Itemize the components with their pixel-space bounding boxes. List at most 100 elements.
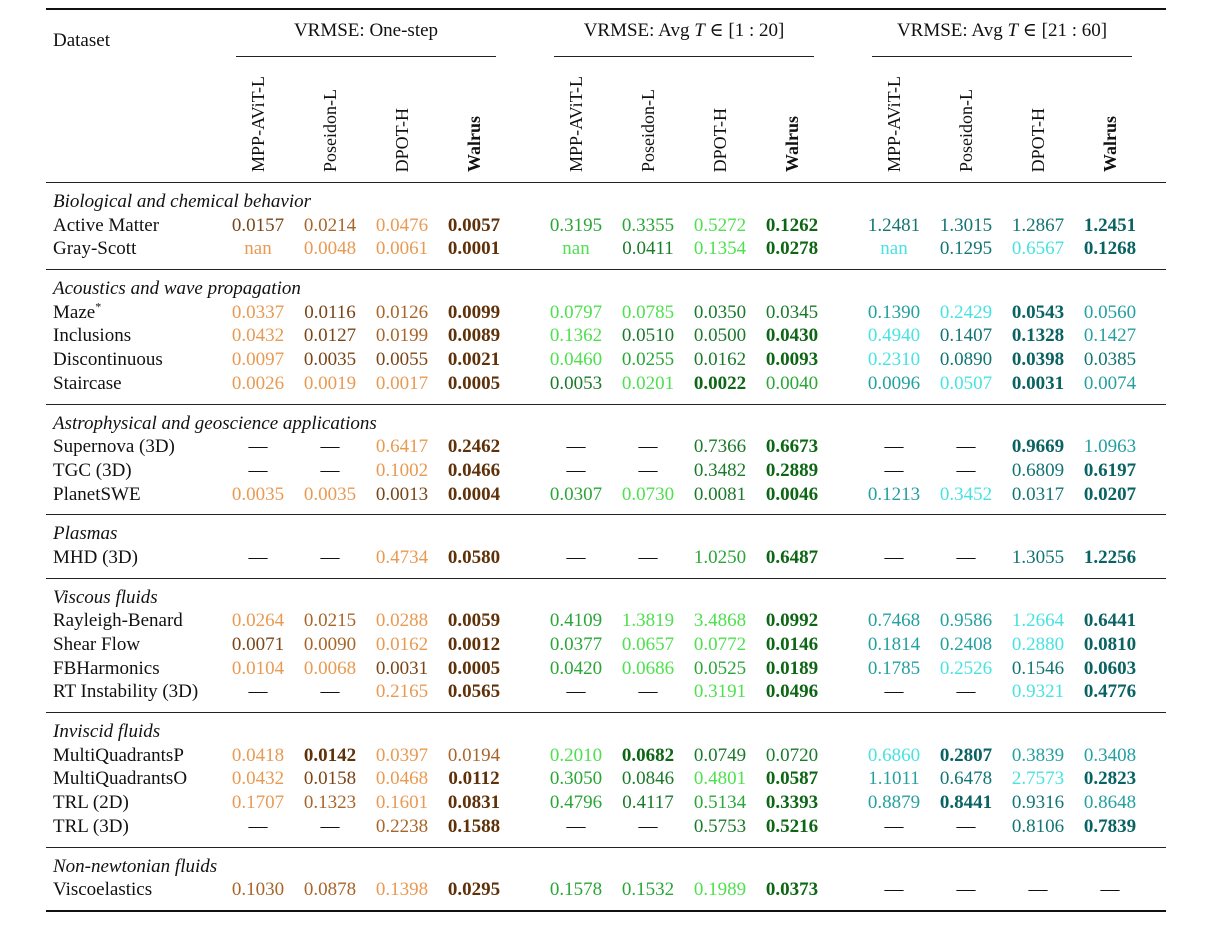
value-cell-avg-21-60-poseidon-l: — (956, 436, 976, 458)
value-cell-avg-21-60-poseidon-l: 0.6478 (939, 768, 993, 790)
value-cell-avg-21-60-dpot-h: 2.7573 (1011, 768, 1065, 790)
value-cell-one-step-mpp-avit-l: — (248, 815, 268, 837)
value-cell-avg-21-60-mpp-avit-l: 0.1814 (867, 634, 921, 655)
dataset-name-cell: TGC (3D) (46, 459, 222, 483)
value-cell-avg-21-60-poseidon-l: 0.2526 (939, 657, 993, 679)
value-cell-avg-21-60-mpp-avit-l: 0.2310 (867, 349, 921, 371)
value-cell-avg-1-20-mpp-avit-l: 0.1362 (549, 325, 603, 347)
group-gap (510, 609, 540, 633)
dataset-name-cell: Maze* (46, 300, 222, 325)
value-cell-avg-21-60-mpp-avit-l: 0.1213 (867, 483, 921, 505)
value-cell-one-step-mpp-avit-l: nan (244, 238, 272, 260)
value-cell-one-step-mpp-avit-l: — (248, 459, 268, 481)
group-title-range: ∈ [1 : 20] (704, 20, 785, 41)
value-cell-one-step-walrus: 0.0005 (447, 372, 501, 394)
value-cell-one-step-mpp-avit-l: — (248, 546, 268, 568)
value-cell-avg-21-60-poseidon-l: — (956, 681, 976, 703)
value-cell-avg-1-20-poseidon-l: 0.0255 (621, 349, 675, 371)
dataset-name-cell: Inclusions (46, 324, 222, 348)
model-name: MPP-AViT-L (565, 76, 586, 172)
value-cell-one-step-mpp-avit-l: 0.0035 (231, 483, 285, 505)
value-cell-avg-1-20-dpot-h: 0.5134 (693, 792, 747, 814)
group-gap (828, 791, 858, 815)
value-cell-one-step-poseidon-l: — (320, 815, 340, 837)
value-cell-avg-21-60-dpot-h: 0.3839 (1011, 744, 1065, 766)
value-cell-one-step-mpp-avit-l: 0.0337 (231, 301, 285, 323)
dataset-name-cell: PlanetSWE (46, 483, 222, 507)
value-cell-one-step-walrus: 0.0194 (447, 744, 501, 766)
dataset-name-cell: FBHarmonics (46, 657, 222, 681)
value-cell-avg-1-20-poseidon-l: 0.0846 (621, 768, 675, 790)
dataset-name: Rayleigh-Benard (53, 610, 183, 632)
value-cell-avg-21-60-dpot-h: 1.3055 (1011, 546, 1065, 568)
group-gap (510, 744, 540, 768)
group-gap (510, 815, 540, 839)
value-cell-avg-1-20-poseidon-l: — (638, 681, 658, 703)
value-cell-avg-1-20-walrus: 0.5216 (765, 815, 819, 837)
value-cell-one-step-mpp-avit-l: 0.0418 (231, 744, 285, 766)
value-cell-avg-1-20-walrus: 0.3393 (765, 792, 819, 814)
table-section: Astrophysical and geoscience application… (46, 405, 1166, 515)
value-cell-avg-21-60-mpp-avit-l: — (884, 436, 904, 458)
value-cell-avg-21-60-mpp-avit-l: — (884, 879, 904, 901)
dataset-name: Active Matter (53, 214, 160, 236)
table-section: Biological and chemical behavior Active M… (46, 183, 1166, 269)
value-cell-one-step-dpot-h: 0.1601 (375, 792, 429, 814)
group-gap (828, 546, 858, 570)
value-cell-avg-21-60-poseidon-l: 0.2429 (939, 301, 993, 323)
table-row: RT Instability (3D) — — 0.2165 0.0565 — — 0.319… (46, 680, 1166, 704)
value-cell-one-step-walrus: 0.1588 (447, 815, 501, 837)
value-cell-one-step-walrus: 0.0059 (447, 610, 501, 632)
value-cell-avg-1-20-poseidon-l: 0.0730 (621, 483, 675, 505)
value-cell-one-step-walrus: 0.2462 (447, 436, 501, 458)
value-cell-avg-1-20-walrus: 0.0093 (765, 349, 819, 371)
value-cell-avg-1-20-poseidon-l: 0.4117 (622, 792, 674, 814)
table-row: TRL (2D) 0.1707 0.1323 0.1601 0.0831 0.4796 0.… (46, 791, 1166, 815)
group-gap (828, 657, 858, 681)
value-cell-one-step-walrus: 0.0089 (447, 325, 501, 347)
model-name: MPP-AViT-L (883, 76, 904, 172)
value-cell-avg-21-60-dpot-h: 0.0543 (1011, 301, 1065, 323)
value-cell-one-step-poseidon-l: — (320, 436, 340, 458)
model-column-header: MPP-AViT-L (540, 76, 612, 172)
value-cell-avg-1-20-poseidon-l: 0.0686 (621, 657, 675, 679)
value-cell-one-step-poseidon-l: — (320, 546, 340, 568)
value-cell-avg-1-20-dpot-h: 0.0749 (693, 744, 747, 766)
value-cell-one-step-poseidon-l: 0.0214 (303, 214, 357, 236)
dataset-name-cell: Active Matter (46, 214, 222, 238)
value-cell-one-step-poseidon-l: 0.0127 (303, 325, 357, 347)
value-cell-avg-21-60-poseidon-l: 0.1407 (939, 325, 993, 347)
value-cell-avg-21-60-dpot-h: 1.2664 (1011, 610, 1065, 632)
value-cell-one-step-mpp-avit-l: 0.0432 (231, 768, 285, 790)
value-cell-avg-21-60-poseidon-l: — (956, 546, 976, 568)
model-name: DPOT-H (391, 107, 412, 172)
value-cell-avg-21-60-poseidon-l: — (956, 815, 976, 837)
value-cell-avg-21-60-dpot-h: 0.1328 (1011, 325, 1065, 347)
table-row: Supernova (3D) — — 0.6417 0.2462 — — 0.7366 0.66… (46, 435, 1166, 459)
group-gap (828, 609, 858, 633)
value-cell-avg-1-20-poseidon-l: 0.0411 (622, 238, 674, 260)
model-column-header: Walrus (756, 116, 828, 172)
value-cell-one-step-poseidon-l: 0.0068 (303, 657, 357, 679)
value-cell-one-step-walrus: 0.0004 (447, 483, 501, 505)
value-cell-avg-1-20-dpot-h: 0.0162 (693, 349, 747, 371)
value-cell-avg-1-20-mpp-avit-l: 0.4109 (549, 610, 603, 632)
value-cell-avg-1-20-dpot-h: 0.3482 (693, 459, 747, 481)
value-cell-avg-1-20-mpp-avit-l: 0.0797 (549, 301, 603, 323)
table-row: MultiQuadrantsP 0.0418 0.0142 0.0397 0.0194 0… (46, 744, 1166, 768)
value-cell-avg-1-20-mpp-avit-l: 0.4796 (549, 792, 603, 814)
value-cell-avg-21-60-walrus: 1.0963 (1083, 436, 1137, 458)
value-cell-avg-1-20-dpot-h: 0.0022 (693, 372, 747, 394)
section-rule (46, 514, 1166, 516)
group-cmidrule (236, 56, 496, 57)
value-cell-avg-21-60-walrus: 0.0207 (1083, 483, 1137, 505)
value-cell-avg-1-20-mpp-avit-l: — (566, 681, 586, 703)
value-cell-avg-21-60-dpot-h: 0.2880 (1011, 634, 1065, 655)
section-rule (46, 577, 1166, 579)
value-cell-avg-1-20-dpot-h: 0.7366 (693, 436, 747, 458)
value-cell-avg-1-20-poseidon-l: 0.0657 (621, 634, 675, 655)
dataset-name-cell: Rayleigh-Benard (46, 609, 222, 633)
value-cell-one-step-poseidon-l: 0.0878 (303, 879, 357, 901)
value-cell-one-step-dpot-h: 0.0476 (375, 214, 429, 236)
group-header-one-step: VRMSE: One-step (222, 18, 510, 58)
